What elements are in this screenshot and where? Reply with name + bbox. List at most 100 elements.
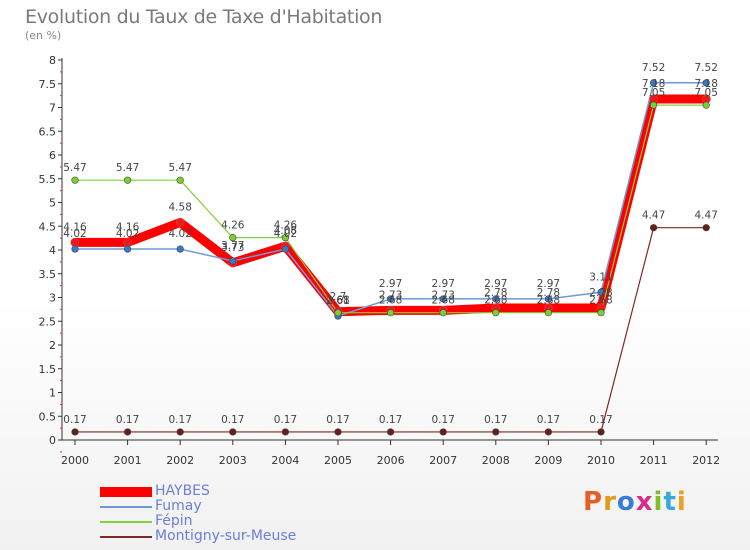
data-label: 3.77: [221, 240, 244, 252]
data-point: [229, 257, 237, 265]
x-tick-label: 2008: [482, 454, 510, 467]
data-label: 5.47: [169, 162, 192, 174]
data-point: [176, 245, 184, 253]
data-label: 3.73: [221, 242, 244, 254]
data-label: 2.97: [484, 278, 507, 290]
data-label: 5.47: [63, 162, 86, 174]
data-label: 0.17: [169, 414, 192, 426]
logo-letter: i: [653, 487, 664, 517]
chart-title: Evolution du Taux de Taxe d'Habitation: [25, 6, 383, 28]
data-label: 5.47: [116, 162, 139, 174]
data-label: 4.26: [274, 220, 298, 232]
data-label: 4.47: [695, 210, 718, 222]
data-point: [71, 428, 79, 436]
y-tick-label: 0.5: [39, 410, 57, 423]
x-tick-label: 2009: [534, 454, 562, 467]
data-point: [281, 428, 290, 436]
data-point: [229, 428, 237, 436]
data-point: [649, 224, 658, 232]
logo-letter: i: [676, 487, 687, 517]
data-point: [702, 101, 710, 109]
data-point: [649, 79, 658, 87]
data-point: [176, 428, 184, 436]
logo-letter: r: [603, 487, 617, 517]
data-label: 2.78: [537, 287, 560, 299]
data-label: 7.05: [695, 87, 718, 99]
data-point: [702, 224, 710, 232]
data-label: 2.73: [379, 289, 402, 301]
y-tick-label: 7.5: [39, 78, 57, 91]
data-point: [492, 309, 500, 317]
data-point: [544, 309, 553, 317]
data-label: 2.68: [537, 295, 560, 307]
y-tick-label: 3.5: [39, 268, 57, 281]
data-point: [492, 295, 500, 303]
data-point: [176, 176, 184, 184]
data-label: 0.17: [221, 414, 244, 426]
data-label: 2.97: [379, 278, 402, 290]
data-point: [387, 309, 395, 317]
y-tick-label: 3: [49, 292, 56, 305]
legend-label: HAYBES: [155, 483, 210, 499]
logo-letter: t: [663, 487, 677, 517]
data-point: [649, 101, 658, 109]
data-point: [439, 428, 447, 436]
legend-label: Fépin: [155, 513, 193, 529]
data-point: [544, 428, 553, 436]
data-point: [597, 309, 605, 317]
legend-swatch: [100, 536, 152, 538]
legend-label: Montigny-sur-Meuse: [155, 528, 297, 544]
y-tick-label: 6.5: [39, 125, 57, 138]
data-label: 2.68: [379, 295, 402, 307]
y-tick-label: 4: [49, 244, 56, 257]
data-label: 0.17: [326, 414, 349, 426]
data-point: [387, 428, 395, 436]
y-tick-label: 6: [49, 149, 56, 162]
logo-letter: P: [583, 487, 604, 517]
y-tick-label: 0: [49, 434, 56, 447]
data-label: 0.17: [379, 414, 402, 426]
data-point: [71, 245, 79, 253]
data-point: [123, 428, 132, 436]
data-point: [439, 309, 447, 317]
data-label: 4.16: [63, 221, 87, 233]
data-label: 2.78: [589, 287, 612, 299]
y-tick-label: 4.5: [39, 220, 57, 233]
data-label: 7.52: [642, 62, 665, 74]
data-point: [544, 295, 553, 303]
data-label: 4.02: [169, 228, 192, 240]
data-label: 4.26: [221, 220, 245, 232]
data-point: [71, 176, 79, 184]
data-label: 0.17: [537, 414, 560, 426]
data-label: 4.47: [642, 210, 665, 222]
data-label: 2.78: [484, 287, 507, 299]
data-label: 4.58: [169, 201, 192, 213]
data-label: 2.68: [326, 295, 349, 307]
data-label: 2.68: [589, 295, 612, 307]
y-tick-label: 1.5: [39, 363, 57, 376]
x-tick-label: 2002: [166, 454, 194, 467]
data-point: [123, 176, 132, 184]
x-tick-label: 2006: [377, 454, 405, 467]
chart-unit: (en %): [25, 29, 62, 42]
data-label: 2.97: [537, 278, 560, 290]
data-label: 4.02: [274, 228, 297, 240]
data-label: 0.17: [63, 414, 86, 426]
data-point: [439, 295, 447, 303]
data-point: [281, 234, 290, 242]
x-tick-label: 2012: [692, 454, 720, 467]
y-tick-label: 5: [49, 197, 56, 210]
legend-swatch: [100, 521, 152, 523]
data-label: 0.17: [484, 414, 507, 426]
data-label: 2.97: [432, 278, 455, 290]
x-tick-label: 2011: [640, 454, 668, 467]
data-label: 7.52: [695, 62, 718, 74]
proxiti-logo: Proxiti: [583, 487, 687, 517]
data-point: [334, 309, 342, 317]
x-tick-label: 2007: [429, 454, 457, 467]
x-tick-label: 2005: [324, 454, 352, 467]
data-label: 0.17: [432, 414, 455, 426]
y-tick-label: 7: [49, 102, 56, 115]
